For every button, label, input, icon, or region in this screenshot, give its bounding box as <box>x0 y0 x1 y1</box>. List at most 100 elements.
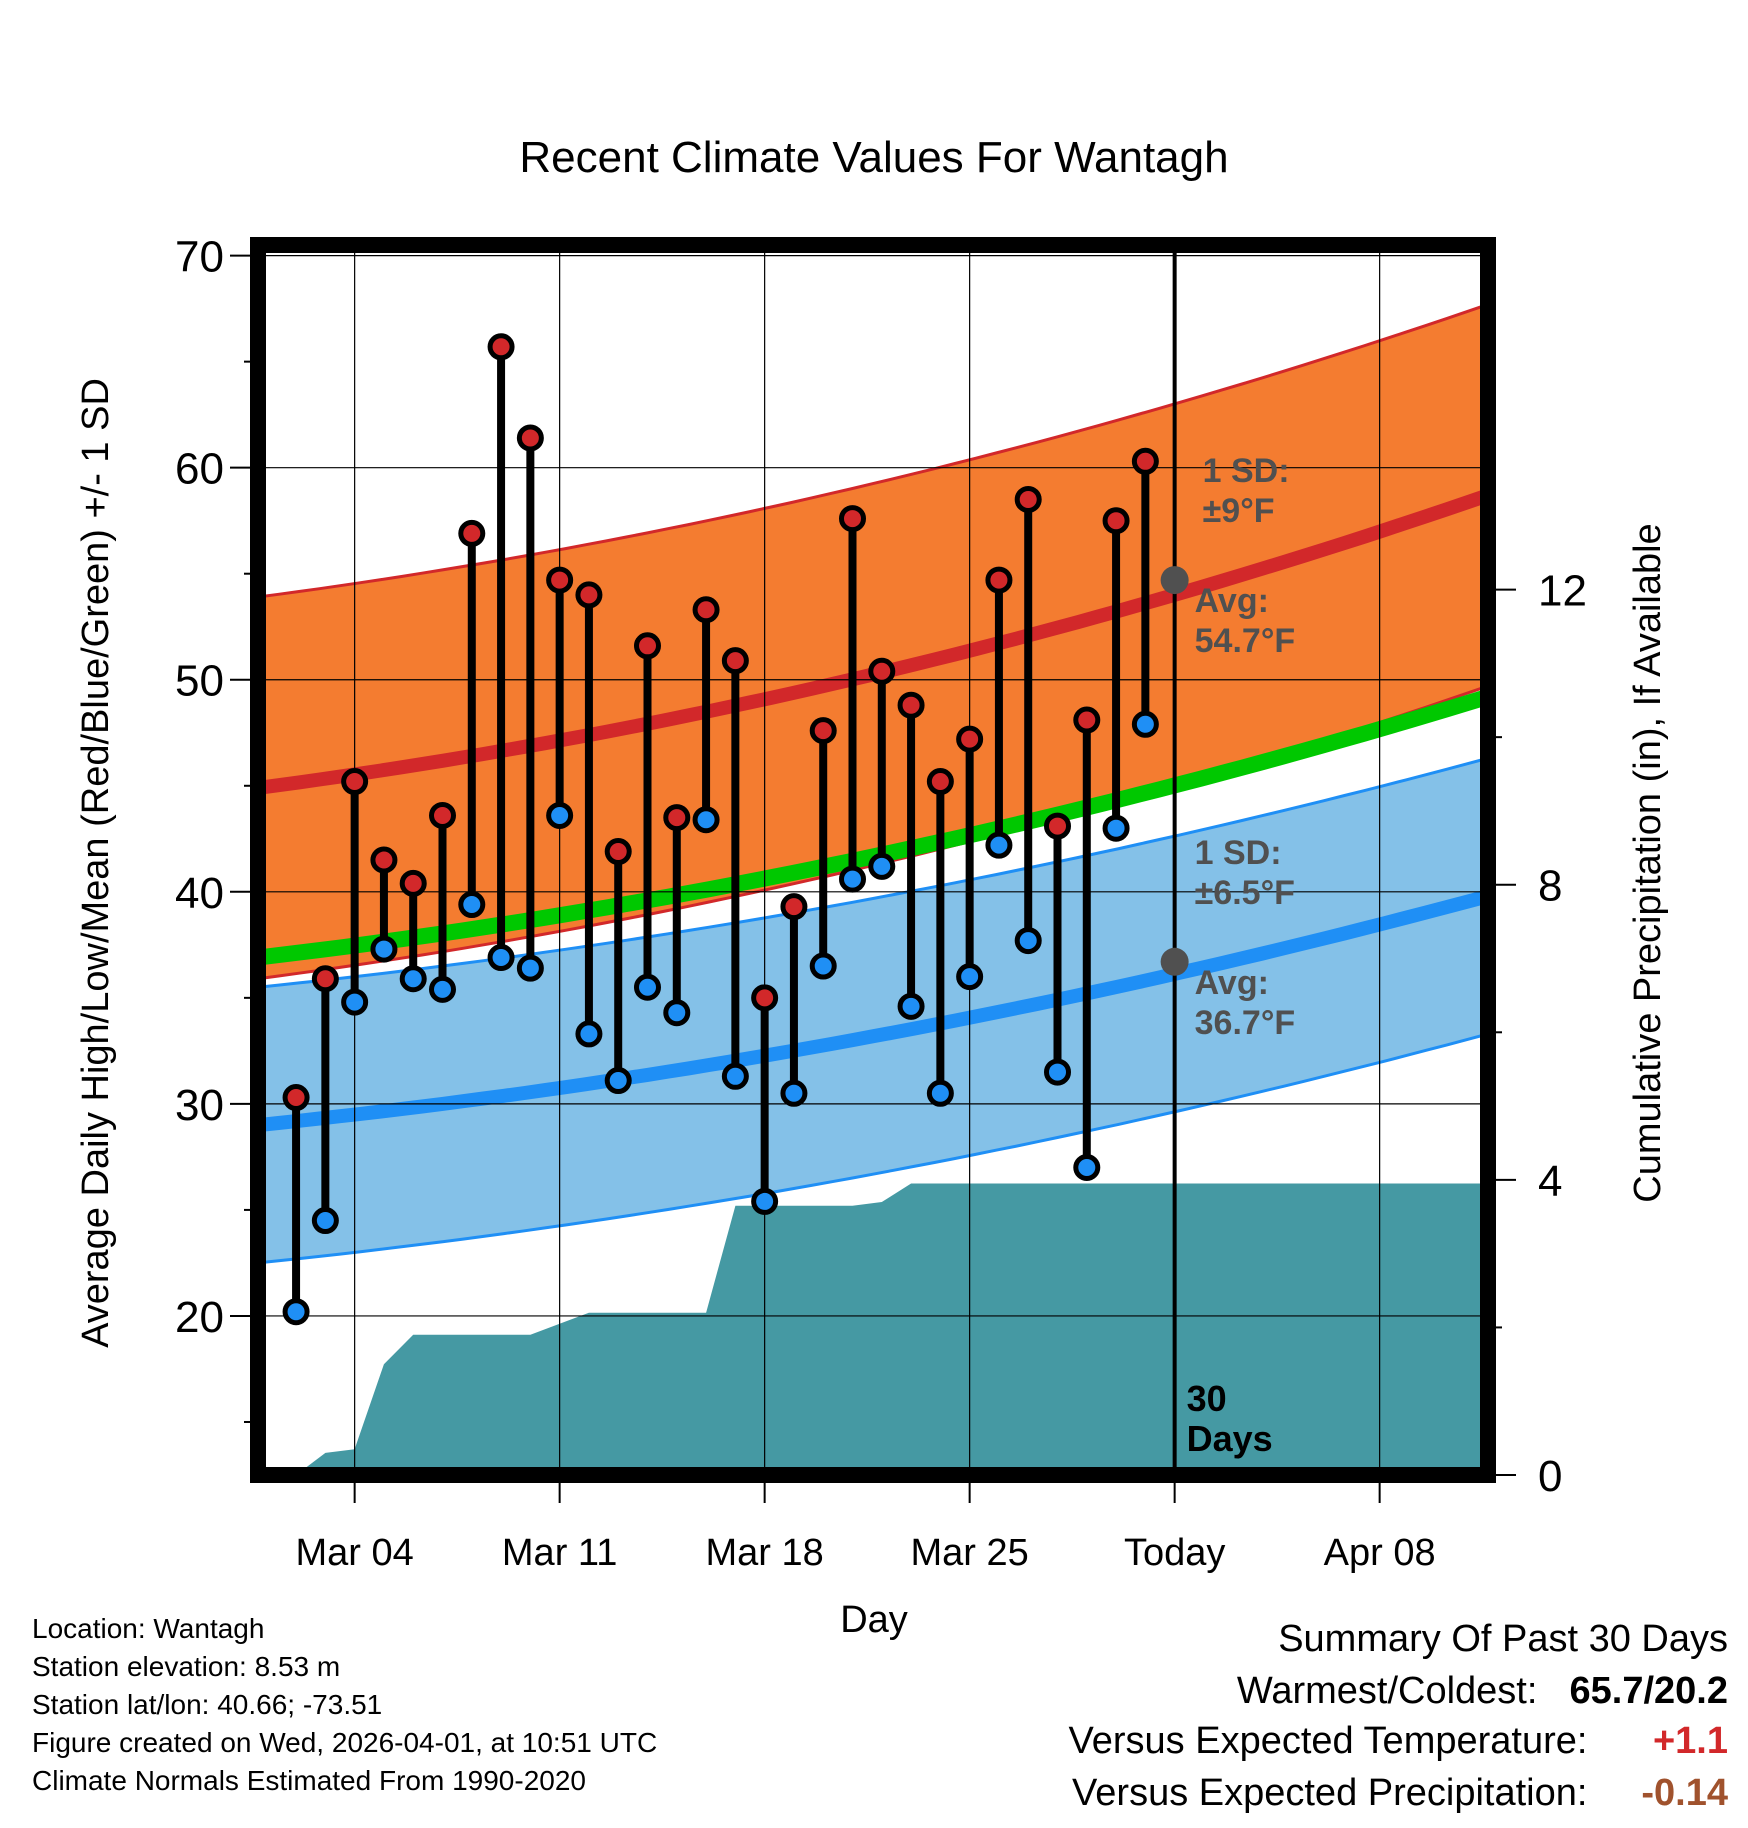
info-normals: Climate Normals Estimated From 1990-2020 <box>32 1765 586 1796</box>
daily-low-point <box>809 952 837 980</box>
y-tick-label: 20 <box>175 1293 224 1342</box>
temp-label: Versus Expected Temperature: <box>1068 1720 1588 1762</box>
chart-title: Recent Climate Values For Wantagh <box>519 133 1228 182</box>
daily-high-point <box>311 965 339 993</box>
normal-low-lower-edge <box>258 1032 1488 1265</box>
daily-low-point <box>956 963 984 991</box>
daily-low-point <box>926 1079 954 1107</box>
daily-high-point <box>546 566 574 594</box>
daily-low-point <box>839 865 866 893</box>
plot-clipped <box>258 245 1488 1475</box>
high-sd-label: 1 SD: <box>1203 452 1290 490</box>
low-avg-label: Avg: <box>1195 964 1269 1002</box>
daily-low-point <box>341 988 369 1016</box>
precip-value: -0.14 <box>1641 1772 1728 1814</box>
low-sd-label: 1 SD: <box>1195 834 1282 872</box>
y2-tick-label: 0 <box>1538 1452 1562 1501</box>
plot-frame <box>250 237 1496 1483</box>
daily-low-point <box>692 806 720 834</box>
high-avg-label: Avg: <box>1195 582 1269 620</box>
daily-high-point <box>370 846 398 874</box>
y2-tick-label: 12 <box>1538 567 1587 616</box>
daily-high-point <box>839 505 866 533</box>
daily-high-point <box>751 984 779 1012</box>
daily-high-point <box>1073 706 1101 734</box>
info-latlon: Station lat/lon: 40.66; -73.51 <box>32 1689 383 1720</box>
high-sd-value: ±9°F <box>1203 492 1275 530</box>
daily-low-point <box>399 965 427 993</box>
y-tick-label: 70 <box>175 233 224 282</box>
summary-warmest: Warmest/Coldest: 65.7/20.2 <box>1237 1670 1728 1713</box>
daily-low-point <box>516 954 544 982</box>
daily-low-point <box>1131 710 1159 738</box>
daily-low-point <box>1073 1154 1101 1181</box>
normal-low-line <box>258 889 1488 1133</box>
info-elevation: Station elevation: 8.53 m <box>32 1651 341 1682</box>
daily-high-point <box>926 768 954 796</box>
daily-high-point <box>780 893 808 921</box>
daily-high-point <box>985 566 1013 594</box>
daily-low-point <box>868 852 896 880</box>
summary-precip: Versus Expected Precipitation: -0.14 <box>1072 1772 1728 1815</box>
low-sd-value: ±6.5°F <box>1195 874 1295 912</box>
high-avg-value: 54.7°F <box>1195 622 1296 660</box>
daily-low-point <box>604 1067 632 1095</box>
precipitation-area <box>258 1183 1488 1475</box>
normal-low-upper-edge <box>258 756 1488 989</box>
daily-low-point <box>985 831 1013 859</box>
daily-high-point <box>897 691 925 719</box>
daily-high-point <box>1044 812 1071 840</box>
x-tick-label: Mar 04 <box>296 1532 414 1574</box>
y-tick-label: 50 <box>175 657 224 706</box>
daily-low-point <box>575 1020 603 1048</box>
daily-low-point <box>1014 927 1042 955</box>
x-tick-label: Apr 08 <box>1324 1532 1436 1574</box>
daily-high-point <box>282 1084 310 1112</box>
daily-high-point <box>399 869 427 897</box>
daily-high-point <box>663 804 691 832</box>
daily-high-point <box>1102 507 1130 535</box>
x-tick-label: Mar 18 <box>706 1532 824 1574</box>
daily-low-point <box>311 1207 339 1235</box>
today-high-avg-point <box>1160 566 1189 595</box>
daily-high-point <box>721 647 749 675</box>
daily-low-point <box>897 992 925 1020</box>
daily-high-point <box>868 657 896 685</box>
today-low-avg-point <box>1160 947 1189 976</box>
low-avg-value: 36.7°F <box>1195 1004 1296 1042</box>
daily-high-point <box>634 632 661 660</box>
summary-title: Summary Of Past 30 Days <box>1278 1618 1728 1661</box>
summary-title-text: Summary Of Past 30 Days <box>1278 1618 1728 1660</box>
daily-high-point <box>487 333 515 361</box>
today-days-number: 30 <box>1187 1378 1227 1419</box>
daily-low-point <box>546 801 574 829</box>
station-info: Location: Wantagh Station elevation: 8.5… <box>32 1610 657 1800</box>
info-location: Location: Wantagh <box>32 1613 265 1644</box>
daily-low-point <box>634 973 661 1001</box>
daily-low-point <box>663 999 691 1027</box>
daily-low-point <box>370 935 398 963</box>
warm-value: 65.7/20.2 <box>1569 1670 1728 1712</box>
daily-high-point <box>516 424 544 452</box>
x-axis-label: Day <box>840 1599 908 1641</box>
temp-value: +1.1 <box>1652 1720 1728 1762</box>
daily-low-point <box>487 944 515 972</box>
y2-tick-label: 4 <box>1538 1157 1562 1206</box>
daily-low-point <box>458 891 486 919</box>
normal-high-upper-edge <box>258 302 1488 599</box>
daily-high-point <box>575 581 603 609</box>
daily-high-point <box>341 768 369 796</box>
daily-low-point <box>1102 814 1130 842</box>
today-days-text: Days <box>1187 1418 1273 1459</box>
daily-high-point <box>604 838 632 866</box>
daily-high-point <box>429 801 456 829</box>
summary-temp: Versus Expected Temperature: +1.1 <box>1069 1720 1728 1763</box>
y2-axis-label: Cumulative Precipitation (in), If Availa… <box>1627 523 1669 1202</box>
daily-low-point <box>751 1187 779 1215</box>
daily-low-point <box>780 1079 808 1107</box>
y-axis-label: Average Daily High/Low/Mean (Red/Blue/Gr… <box>75 378 117 1348</box>
y-tick-label: 40 <box>175 869 224 918</box>
daily-low-point <box>282 1298 310 1326</box>
